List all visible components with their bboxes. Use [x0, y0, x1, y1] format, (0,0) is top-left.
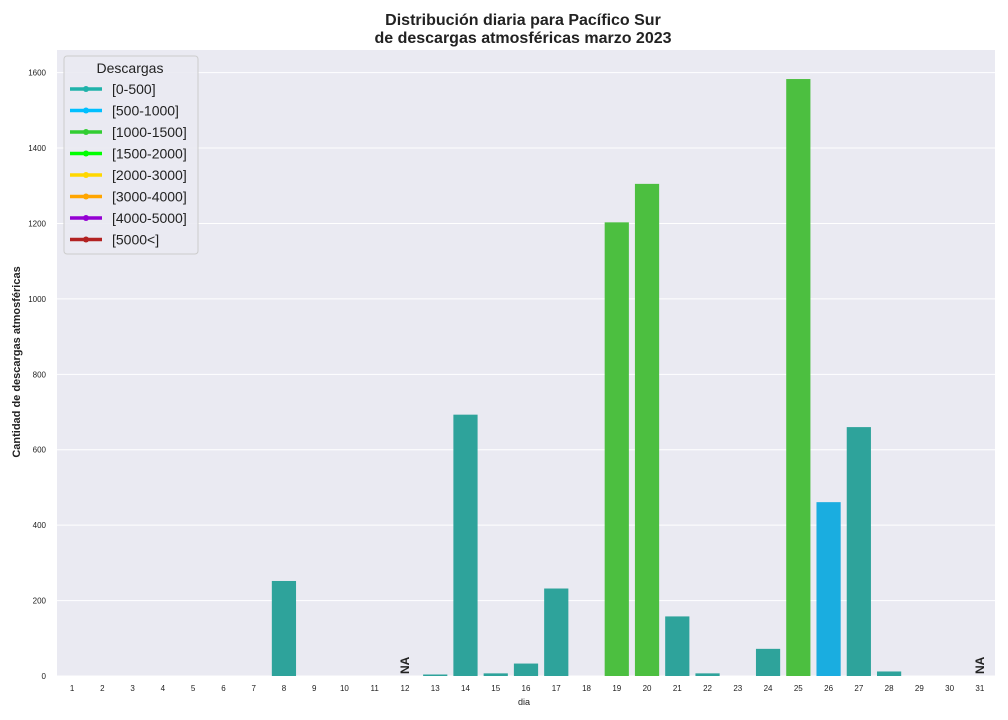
x-tick-label-25: 25: [794, 684, 803, 693]
x-tick-label-18: 18: [582, 684, 591, 693]
legend-marker-0: [83, 86, 89, 92]
x-tick-label-19: 19: [612, 684, 621, 693]
x-tick-label-30: 30: [945, 684, 954, 693]
legend-label-0: [0-500]: [112, 81, 156, 97]
x-tick-label-3: 3: [130, 684, 135, 693]
y-tick-label-7: 1400: [28, 144, 46, 153]
legend-marker-3: [83, 150, 89, 157]
x-tick-label-9: 9: [312, 684, 317, 693]
x-axis-label: dia: [518, 697, 530, 707]
y-tick-label-4: 800: [33, 370, 47, 379]
x-tick-label-5: 5: [191, 684, 196, 693]
na-label-31: NA: [973, 656, 987, 674]
legend-label-1: [500-1000]: [112, 103, 179, 119]
y-tick-label-8: 1600: [28, 69, 46, 78]
legend: Descargas [0-500] [500-1000] [1000-1500] [15…: [63, 55, 199, 255]
legend-title: Descargas: [97, 60, 164, 76]
bar-day-16: [513, 663, 539, 676]
legend-marker-6: [83, 215, 89, 221]
bar-day-15: [483, 673, 508, 676]
legend-marker-2: [83, 129, 89, 135]
legend-label-3: [1500-2000]: [112, 146, 187, 162]
bar-day-20: [634, 183, 660, 677]
x-tick-label-27: 27: [854, 684, 863, 693]
legend-label-7: [5000<]: [112, 232, 159, 248]
x-tick-label-6: 6: [221, 684, 226, 693]
x-tick-label-2: 2: [100, 684, 105, 693]
bar-day-22: [695, 673, 720, 676]
x-tick-label-22: 22: [703, 684, 712, 693]
x-tick-label-11: 11: [371, 684, 380, 693]
chart-title-line-1: Distribución diaria para Pacífico Sur: [385, 12, 661, 29]
bar-day-28: [876, 671, 902, 676]
x-tick-label-7: 7: [251, 684, 256, 693]
na-labels: NA NA: [398, 656, 987, 674]
x-tick-label-1: 1: [70, 684, 75, 693]
legend-marker-5: [83, 193, 89, 200]
bar-day-21: [665, 616, 690, 676]
bar-day-27: [846, 427, 871, 676]
x-tick-label-16: 16: [522, 684, 531, 693]
y-tick-label-3: 600: [33, 446, 47, 455]
x-tick-label-4: 4: [161, 684, 166, 693]
bars-group: [271, 79, 902, 677]
bar-day-26: [816, 502, 841, 676]
legend-marker-1: [83, 107, 89, 114]
y-axis-ticks: 0 200 400 600 800 1000 1200 1400 1600: [28, 69, 46, 681]
bar-day-17: [544, 588, 569, 676]
legend-label-5: [3000-4000]: [112, 189, 187, 205]
x-tick-label-24: 24: [764, 684, 773, 693]
y-tick-label-1: 200: [33, 597, 47, 606]
x-tick-label-28: 28: [885, 684, 894, 693]
legend-label-4: [2000-3000]: [112, 167, 187, 183]
x-tick-label-13: 13: [431, 684, 440, 693]
x-tick-label-10: 10: [340, 684, 349, 693]
x-tick-label-31: 31: [975, 684, 984, 693]
bar-day-19: [604, 222, 629, 676]
bar-day-14: [453, 414, 478, 676]
bar-day-13: [423, 674, 448, 676]
x-tick-label-23: 23: [733, 684, 742, 693]
x-tick-label-8: 8: [282, 684, 287, 693]
legend-label-6: [4000-5000]: [112, 210, 187, 226]
x-tick-label-21: 21: [673, 684, 682, 693]
x-tick-label-26: 26: [824, 684, 833, 693]
bar-day-24: [755, 648, 781, 676]
y-axis-label: Cantidad de descargas atmosféricas: [11, 266, 23, 457]
bar-day-8: [271, 580, 297, 676]
y-tick-label-5: 1000: [28, 295, 46, 304]
gridlines: [57, 72, 995, 677]
x-tick-label-29: 29: [915, 684, 924, 693]
x-tick-label-15: 15: [491, 684, 500, 693]
y-tick-label-0: 0: [42, 672, 47, 681]
y-tick-label-2: 400: [33, 521, 47, 530]
legend-marker-4: [83, 172, 89, 178]
legend-box: [63, 55, 199, 255]
x-axis-ticks: 1 2 3 4 5 6 7 8 9 10 11 12 13 14 15 16 17 18 19 20 21 22 23 24 2…: [70, 684, 985, 693]
y-tick-label-6: 1200: [28, 219, 46, 228]
legend-label-2: [1000-1500]: [112, 124, 187, 140]
x-tick-label-14: 14: [461, 684, 470, 693]
chart-title-line-2: de descargas atmosféricas marzo 2023: [374, 30, 671, 47]
x-tick-label-17: 17: [552, 684, 561, 693]
na-label-12: NA: [398, 656, 412, 674]
legend-marker-7: [83, 236, 89, 243]
x-tick-label-20: 20: [643, 684, 652, 693]
bar-day-25: [786, 79, 811, 676]
x-tick-label-12: 12: [401, 684, 410, 693]
